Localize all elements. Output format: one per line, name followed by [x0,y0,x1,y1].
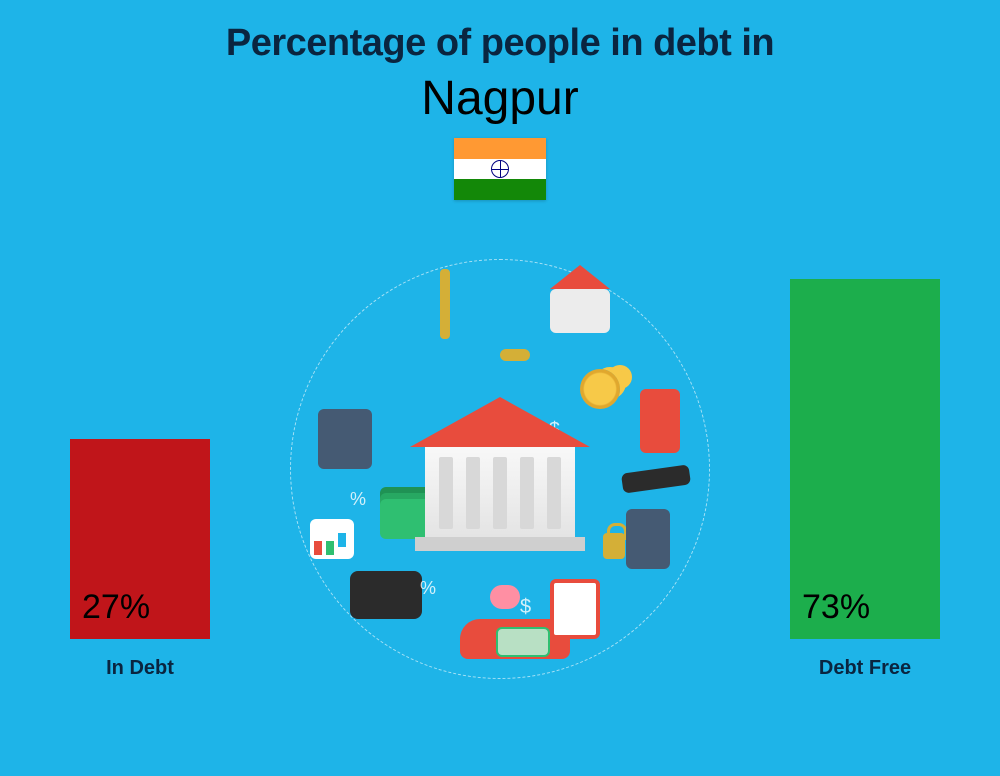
bar-rect-in-debt: 27% [70,439,210,639]
percent-icon: % [350,489,366,510]
bar-chart-icon [310,519,354,559]
pillar-icon [466,457,480,529]
bank-roof [410,397,590,447]
clipboard-icon [550,579,600,639]
bar-label-debt-free: Debt Free [790,657,940,680]
key-icon [500,349,530,361]
piggybank-icon [490,585,520,609]
bar-in-debt: 27% In Debt [70,439,210,680]
bar-label-in-debt: In Debt [70,657,210,680]
padlock-icon [603,533,625,559]
calculator-icon [626,509,670,569]
chart-area: 27% In Debt 73% Debt Free % % $ $ [0,200,1000,760]
flag-saffron-stripe [454,138,546,159]
pillar-icon [493,457,507,529]
bank-building-icon [410,397,590,557]
bar-rect-debt-free: 73% [790,279,940,639]
ashoka-chakra-icon [491,160,509,178]
banknote-icon [496,627,550,657]
flag-white-stripe [454,159,546,180]
finance-illustration: % % $ $ [290,259,710,679]
pillar-icon [520,457,534,529]
bank-base [415,537,585,551]
phone-icon [640,389,680,453]
percent-icon: % [420,578,436,599]
city-name: Nagpur [0,71,1000,126]
pillar-icon [439,457,453,529]
house-icon [550,289,610,333]
india-flag-icon [454,138,546,200]
bar-debt-free: 73% Debt Free [790,279,940,680]
flag-green-stripe [454,179,546,200]
bar-value-in-debt: 27% [82,588,150,627]
bank-body [425,447,575,537]
caduceus-icon [440,269,450,339]
bar-value-debt-free: 73% [802,588,870,627]
page-title: Percentage of people in debt in [0,0,1000,65]
dollar-icon: $ [520,596,531,619]
briefcase-icon [350,571,422,619]
safe-icon [318,409,372,469]
pillar-icon [547,457,561,529]
